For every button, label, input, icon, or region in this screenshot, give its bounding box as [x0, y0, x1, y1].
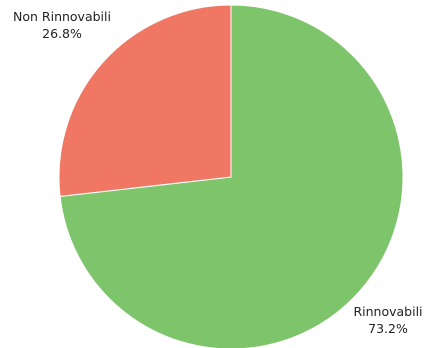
pie-slice-non-rinnovabili [58, 4, 232, 197]
pie-slices [58, 4, 404, 348]
slice-label-non-rinnovabili: Non Rinnovabili [13, 9, 111, 24]
pie-slice-rinnovabili [59, 4, 404, 348]
slice-value-rinnovabili: 73.2% [368, 321, 408, 336]
slice-value-non-rinnovabili: 26.8% [42, 26, 82, 41]
slice-label-rinnovabili: Rinnovabili [353, 304, 422, 319]
